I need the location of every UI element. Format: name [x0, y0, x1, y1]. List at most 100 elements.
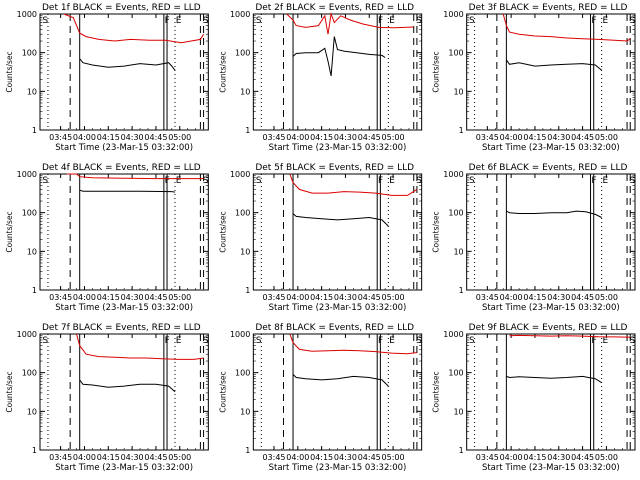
y-axis-label: Counts/sec — [5, 211, 14, 252]
time-marker-label: S — [469, 16, 475, 26]
y-axis-label: Counts/sec — [432, 51, 441, 92]
y-tick-label: 1000 — [17, 170, 37, 179]
panel-title: Det 7f BLACK = Events, RED = LLD — [42, 323, 201, 333]
events-series-line — [505, 59, 603, 71]
x-tick-label: 03:45 — [49, 293, 72, 302]
time-marker-label: E — [602, 336, 608, 346]
x-tick-label: 04:30 — [547, 453, 570, 462]
x-tick-label: 05:00 — [168, 453, 191, 462]
y-tick-label: 1 — [245, 446, 250, 455]
time-marker-label: S — [256, 16, 262, 26]
time-marker-label: E — [602, 176, 608, 186]
time-marker-label: S — [42, 176, 48, 186]
detector-panel-4: Det 4f BLACK = Events, RED = LLD 1 10 100 10… — [5, 163, 209, 313]
y-axis-label: Counts/sec — [218, 371, 227, 412]
y-tick-label: 1000 — [230, 10, 250, 19]
x-tick-label: 04:15 — [310, 293, 333, 302]
time-marker-label: F — [378, 336, 383, 346]
x-tick-label: 04:30 — [547, 293, 570, 302]
x-axis-label: Start Time (23-Mar-15 03:32:00) — [55, 303, 193, 313]
events-series-line — [292, 36, 386, 77]
y-tick-label: 1 — [459, 286, 464, 295]
x-tick-label: 04:00 — [286, 293, 309, 302]
y-tick-label: 10 — [27, 247, 37, 256]
events-series-line — [506, 375, 602, 384]
y-tick-label: 100 — [22, 49, 37, 58]
time-marker-label: F — [591, 336, 596, 346]
x-tick-label: 05:00 — [168, 293, 191, 302]
lld-series-line — [76, 333, 204, 360]
plot-frame — [466, 173, 636, 291]
events-series-line — [79, 379, 176, 393]
y-tick-label: 10 — [453, 87, 463, 96]
x-axis-label: Start Time (23-Mar-15 03:32:00) — [269, 303, 407, 313]
x-axis-label: Start Time (23-Mar-15 03:32:00) — [482, 463, 620, 473]
x-tick-label: 04:00 — [500, 293, 523, 302]
time-marker-label: S — [42, 336, 48, 346]
x-tick-label: 04:30 — [334, 453, 357, 462]
time-marker-label: S — [203, 176, 209, 186]
x-tick-label: 03:45 — [49, 133, 72, 142]
time-marker-label: E — [389, 176, 395, 186]
x-tick-label: 04:15 — [523, 133, 546, 142]
y-tick-label: 1 — [245, 126, 250, 135]
y-tick-label: 100 — [235, 369, 250, 378]
time-marker-label: S — [42, 16, 48, 26]
plot-frame — [39, 333, 209, 451]
time-marker-label: S — [256, 336, 262, 346]
y-tick-label: 10 — [27, 87, 37, 96]
x-tick-label: 04:00 — [73, 133, 96, 142]
y-tick-label: 1000 — [230, 170, 250, 179]
plot-frame — [39, 13, 209, 131]
time-marker-label: F — [591, 16, 596, 26]
lld-series-line — [67, 173, 204, 180]
panel-title: Det 4f BLACK = Events, RED = LLD — [42, 163, 201, 173]
plot-frame — [466, 13, 636, 131]
y-axis-label: Counts/sec — [5, 51, 14, 92]
x-tick-label: 04:00 — [286, 133, 309, 142]
x-tick-label: 04:15 — [310, 453, 333, 462]
x-tick-label: 03:45 — [262, 293, 285, 302]
plot-frame — [252, 173, 423, 291]
time-marker-label: E — [176, 176, 182, 186]
x-tick-label: 04:00 — [500, 133, 523, 142]
lld-series-line — [509, 334, 631, 338]
x-tick-label: 04:30 — [334, 293, 357, 302]
y-tick-label: 1 — [32, 446, 37, 455]
y-tick-label: 1 — [459, 446, 464, 455]
y-tick-label: 1 — [459, 126, 464, 135]
panel-title: Det 9f BLACK = Events, RED = LLD — [469, 323, 628, 333]
x-tick-label: 04:15 — [97, 293, 120, 302]
x-axis-label: Start Time (23-Mar-15 03:32:00) — [269, 463, 407, 473]
x-tick-label: 03:45 — [49, 453, 72, 462]
time-marker-label: F — [165, 176, 170, 186]
lld-series-line — [289, 173, 418, 196]
x-axis-label: Start Time (23-Mar-15 03:32:00) — [482, 143, 620, 153]
x-tick-label: 04:15 — [310, 133, 333, 142]
events-series-line — [292, 213, 389, 227]
x-tick-label: 04:45 — [358, 453, 381, 462]
time-marker-label: E — [389, 16, 395, 26]
panel-title: Det 1f BLACK = Events, RED = LLD — [42, 3, 201, 13]
x-tick-label: 04:30 — [121, 293, 144, 302]
detector-panel-5: Det 5f BLACK = Events, RED = LLD 1 10 100 10… — [218, 163, 423, 313]
x-tick-label: 04:00 — [286, 453, 309, 462]
x-tick-label: 04:30 — [547, 133, 570, 142]
x-axis-label: Start Time (23-Mar-15 03:32:00) — [55, 463, 193, 473]
events-series-line — [292, 374, 389, 387]
lld-series-line — [502, 13, 631, 42]
detector-panel-7: Det 7f BLACK = Events, RED = LLD 1 10 100 10… — [5, 323, 209, 473]
time-marker-label: F — [165, 336, 170, 346]
x-tick-label: 04:45 — [144, 453, 167, 462]
plot-frame — [252, 13, 423, 131]
y-tick-label: 1000 — [230, 330, 250, 339]
time-marker-label: E — [176, 16, 182, 26]
y-axis-label: Counts/sec — [5, 371, 14, 412]
y-tick-label: 100 — [235, 49, 250, 58]
x-tick-label: 04:15 — [523, 453, 546, 462]
x-tick-label: 04:45 — [571, 453, 594, 462]
time-marker-label: S — [203, 16, 209, 26]
time-marker-label: E — [176, 336, 182, 346]
events-series-line — [79, 58, 176, 71]
